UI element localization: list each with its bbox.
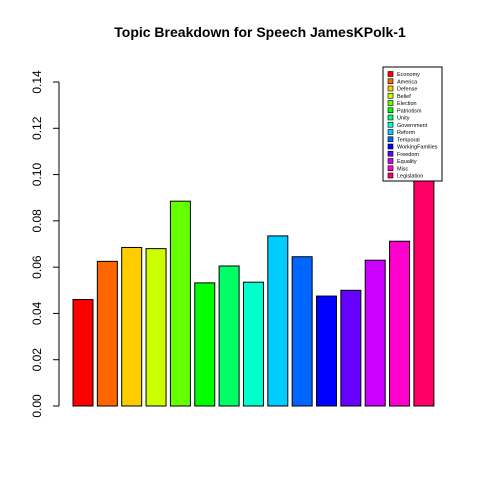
bar-belief xyxy=(145,248,167,407)
legend-label: Misc xyxy=(397,166,409,172)
legend-label: Government xyxy=(397,123,428,129)
bar-legislation xyxy=(413,146,435,407)
legend-label: Election xyxy=(397,101,417,107)
bars xyxy=(72,146,435,407)
bar-defense xyxy=(121,246,143,407)
legend-swatch xyxy=(387,121,394,128)
bar-election xyxy=(169,200,191,407)
legend-label: Defense xyxy=(397,87,418,93)
legend-label: Freedom xyxy=(397,152,419,158)
legend-label: Economy xyxy=(397,72,420,78)
legend-label: Unity xyxy=(397,116,410,122)
legend-label: WorkingFamilies xyxy=(397,145,438,151)
legend-swatch xyxy=(387,107,394,114)
bar-reform xyxy=(267,235,289,407)
legend-swatch xyxy=(387,136,394,143)
legend-label: Equality xyxy=(397,159,417,165)
legend-swatch xyxy=(387,158,394,164)
legend-swatch xyxy=(387,143,394,150)
y-tick-label: 0.14 xyxy=(30,70,44,94)
legend-swatch xyxy=(387,85,394,92)
legend-swatch xyxy=(387,78,394,85)
legend-label: America xyxy=(397,79,418,85)
legend-swatch xyxy=(387,100,394,106)
y-tick-label: 0.10 xyxy=(30,163,44,187)
bar-workingfamilies xyxy=(316,295,337,407)
legend-label: Temporal xyxy=(397,137,420,143)
y-tick-label: 0.08 xyxy=(30,209,44,233)
bar-equality xyxy=(364,259,386,407)
legend-label: Belief xyxy=(397,94,411,100)
bar-patriotism xyxy=(194,282,216,407)
bar-unity xyxy=(218,265,240,407)
y-tick-label: 0.12 xyxy=(30,116,44,140)
y-tick-label: 0.02 xyxy=(30,348,44,372)
bar-america xyxy=(96,260,118,407)
y-tick-label: 0.06 xyxy=(30,255,44,279)
legend-swatch xyxy=(387,71,394,77)
chart-title: Topic Breakdown for Speech JamesKPolk-1 xyxy=(114,24,406,40)
legend-swatch xyxy=(387,92,394,99)
bar-government xyxy=(242,281,264,407)
bar-misc xyxy=(389,240,411,407)
legend-swatch xyxy=(387,129,394,135)
legend-label: Patriotism xyxy=(397,108,422,114)
legend-label: Reform xyxy=(397,130,415,136)
bar-economy xyxy=(72,299,94,407)
legend-swatch xyxy=(387,165,394,172)
legend-swatch xyxy=(387,150,394,157)
bar-freedom xyxy=(340,289,362,407)
legend-label: Legislation xyxy=(397,174,423,180)
bar-temporal xyxy=(291,256,313,407)
legend-swatch xyxy=(387,114,394,121)
y-axis: 0.00 0.02 0.04 0.06 0.08 0.10 0.12 0.14 xyxy=(30,70,60,418)
legend-swatch xyxy=(387,172,394,179)
y-tick-label: 0.00 xyxy=(30,394,44,418)
y-tick-label: 0.04 xyxy=(30,301,44,325)
